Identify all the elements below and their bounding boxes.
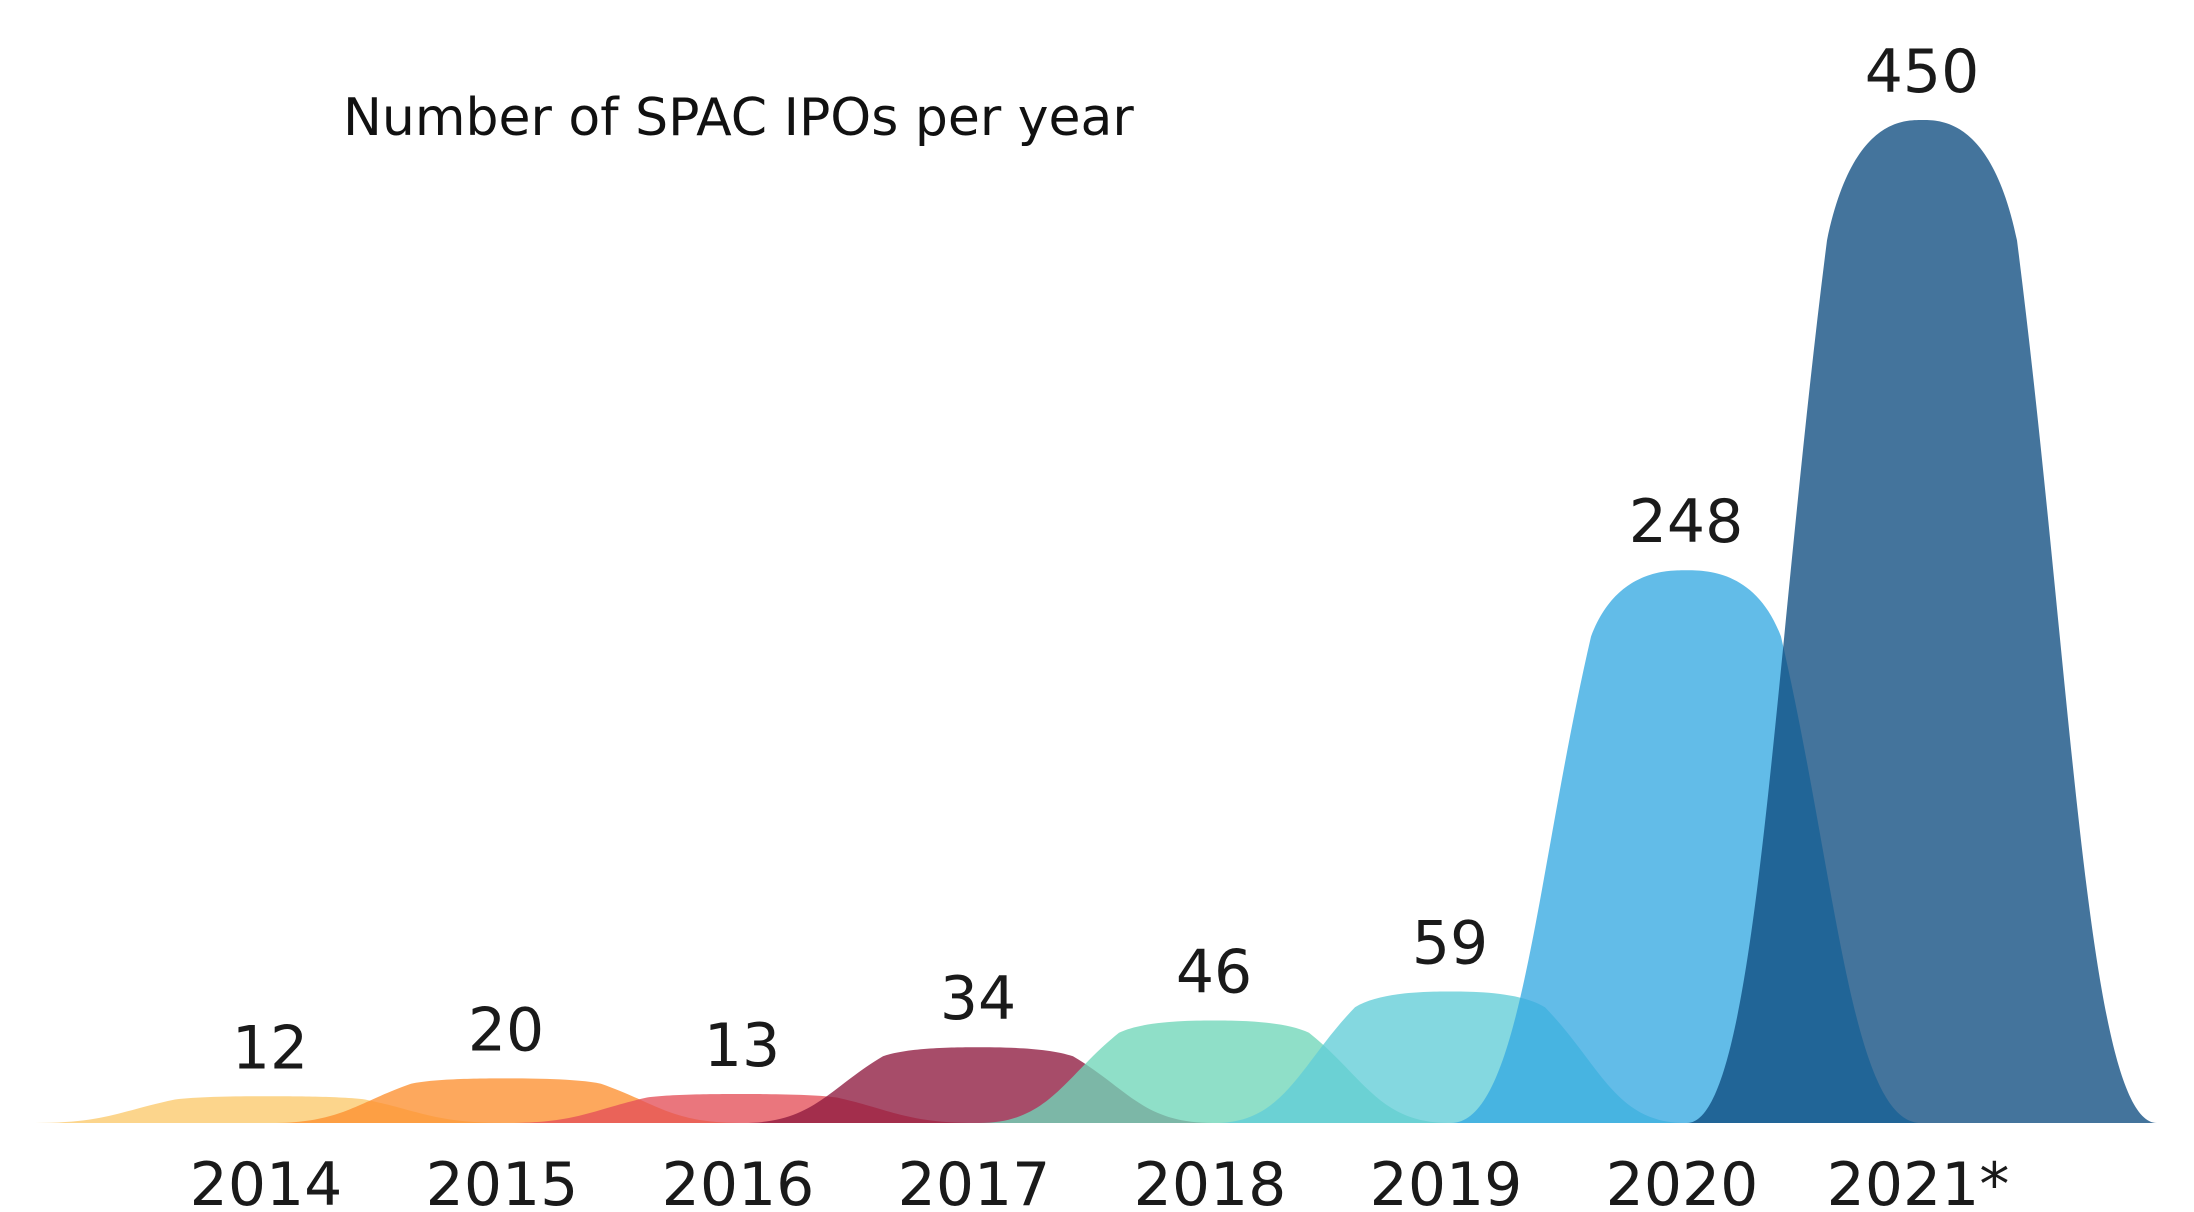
x-tick-2017: 2017 (898, 1150, 1051, 1212)
value-label-2021: 450 (1865, 37, 1980, 107)
value-label-2019: 59 (1412, 908, 1488, 978)
value-label-2020: 248 (1629, 487, 1744, 557)
x-tick-labels-layer: 2014 2015 2016 2017 2018 2019 2020 2021* (190, 1150, 2010, 1212)
x-tick-2016: 2016 (662, 1150, 815, 1212)
value-label-2014: 12 (232, 1013, 308, 1083)
value-labels-layer: 12 20 13 34 46 59 248 450 (232, 37, 1979, 1083)
value-label-2017: 34 (940, 964, 1016, 1034)
value-label-2018: 46 (1176, 937, 1252, 1007)
value-label-2015: 20 (468, 995, 544, 1065)
x-tick-2014: 2014 (190, 1150, 343, 1212)
humps-layer (35, 120, 2157, 1123)
chart-title: Number of SPAC IPOs per year (343, 88, 1134, 148)
x-tick-2018: 2018 (1134, 1150, 1287, 1212)
value-label-2016: 13 (704, 1011, 780, 1081)
x-tick-2015: 2015 (426, 1150, 579, 1212)
hump-2021 (1687, 120, 2157, 1123)
x-tick-2021: 2021* (1827, 1150, 2010, 1212)
x-tick-2019: 2019 (1370, 1150, 1523, 1212)
x-tick-2020: 2020 (1606, 1150, 1759, 1212)
